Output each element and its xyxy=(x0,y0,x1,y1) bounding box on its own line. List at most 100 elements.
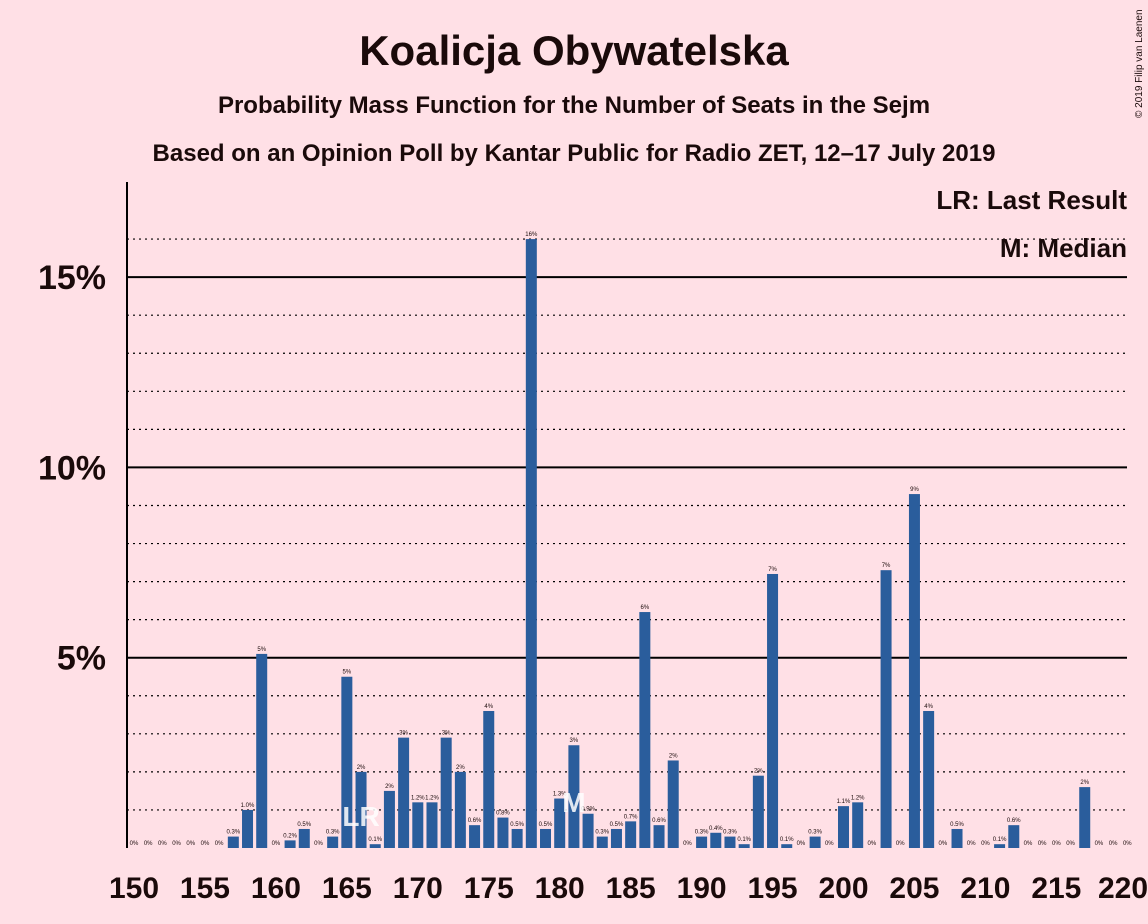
bar-seat-177 xyxy=(511,828,523,848)
bar-seat-172 xyxy=(440,737,452,848)
chart-subtitle-poll: Based on an Opinion Poll by Kantar Publi… xyxy=(153,140,996,167)
data-label-seat-219: 0% xyxy=(1109,841,1118,847)
bar-seat-184 xyxy=(610,828,622,848)
bar-seat-186 xyxy=(639,612,651,848)
bar-seat-187 xyxy=(653,825,665,848)
bar-seat-158 xyxy=(242,809,254,848)
bar-seat-191 xyxy=(710,832,722,848)
data-label-seat-156: 0% xyxy=(215,841,224,847)
data-label-seat-154: 0% xyxy=(186,841,195,847)
bar-seat-180 xyxy=(554,798,566,848)
bar-seat-211 xyxy=(994,844,1006,848)
median-marker: M xyxy=(562,787,585,818)
y-tick-label: 15% xyxy=(38,259,106,297)
data-label-seat-190: 0.3% xyxy=(695,830,709,836)
data-label-seat-186: 6% xyxy=(641,605,650,611)
data-label-seat-155: 0% xyxy=(201,841,210,847)
bar-seat-192 xyxy=(724,836,736,848)
data-label-seat-153: 0% xyxy=(172,841,181,847)
bar-seat-206 xyxy=(923,710,935,848)
bar-seat-168 xyxy=(383,790,395,848)
data-label-seat-163: 0% xyxy=(314,841,323,847)
data-label-seat-172: 3% xyxy=(442,731,451,737)
x-tick-label: 155 xyxy=(180,872,230,905)
bar-seat-164 xyxy=(327,836,339,848)
data-label-seat-158: 1.0% xyxy=(241,803,255,809)
bar-seat-181 xyxy=(568,745,580,848)
bar-seat-200 xyxy=(838,806,849,848)
bar-seat-162 xyxy=(298,828,310,848)
bars-group xyxy=(227,239,1091,849)
data-label-seat-218: 0% xyxy=(1095,841,1104,847)
data-label-seat-185: 0.7% xyxy=(624,814,638,820)
bar-seat-174 xyxy=(469,825,481,848)
data-label-seat-193: 0.1% xyxy=(737,837,751,843)
data-label-seat-204: 0% xyxy=(896,841,905,847)
data-label-seat-175: 4% xyxy=(484,704,493,710)
data-label-seat-170: 1.2% xyxy=(411,795,425,801)
data-label-seat-184: 0.5% xyxy=(610,822,624,828)
x-tick-label: 150 xyxy=(109,872,159,905)
data-label-seat-150: 0% xyxy=(130,841,139,847)
data-label-seat-206: 4% xyxy=(924,704,933,710)
bar-seat-157 xyxy=(227,836,239,848)
bar-seat-167 xyxy=(369,844,381,848)
bar-seat-169 xyxy=(398,737,410,848)
copyright-notice: © 2019 Filip van Laenen xyxy=(1134,9,1145,118)
x-tick-labels: 150 155 160 165 170 175 180 185 190 195 200 205 210 2… xyxy=(109,872,1148,905)
bar-seat-194 xyxy=(752,775,764,848)
data-label-seat-214: 0% xyxy=(1038,841,1047,847)
last-result-marker: LR xyxy=(342,801,379,832)
data-label-seat-197: 0% xyxy=(797,841,806,847)
bar-seat-188 xyxy=(667,760,679,848)
data-label-seat-183: 0.3% xyxy=(595,830,609,836)
data-label-seat-213: 0% xyxy=(1024,841,1033,847)
data-label-seat-196: 0.1% xyxy=(780,837,794,843)
data-label-seat-179: 0.5% xyxy=(539,822,553,828)
bar-seat-190 xyxy=(696,836,708,848)
data-label-seat-157: 0.3% xyxy=(226,830,240,836)
gridlines xyxy=(127,238,1127,811)
data-label-seat-189: 0% xyxy=(683,841,692,847)
data-label-seat-191: 0.4% xyxy=(709,826,723,832)
data-label-seat-178: 16% xyxy=(525,232,538,238)
data-label-seat-152: 0% xyxy=(158,841,167,847)
bar-seat-175 xyxy=(483,710,495,848)
x-tick-label: 160 xyxy=(251,872,301,905)
data-label-seat-169: 3% xyxy=(399,731,408,737)
bar-seat-161 xyxy=(284,840,296,848)
bar-seat-179 xyxy=(540,828,552,848)
bar-seat-170 xyxy=(412,802,424,848)
data-label-seat-198: 0.3% xyxy=(808,830,822,836)
y-tick-labels: 5% 10% 15% xyxy=(38,259,106,678)
bar-seat-205 xyxy=(908,494,920,848)
data-label-seat-166: 2% xyxy=(357,765,366,771)
x-tick-label: 195 xyxy=(748,872,798,905)
data-label-seat-194: 2% xyxy=(754,769,763,775)
bar-seat-173 xyxy=(454,771,466,848)
data-labels-group: 0% 0% 0% 0% 0% 0% 0%0.3%1.0%5%0%0.2%0.5%0%0.3%… xyxy=(130,232,1133,847)
x-tick-label: 185 xyxy=(606,872,656,905)
data-label-seat-159: 5% xyxy=(257,647,266,653)
bar-seat-183 xyxy=(596,836,608,848)
bar-seat-185 xyxy=(625,821,637,848)
data-label-seat-203: 7% xyxy=(882,563,891,569)
chart-title: Koalicja Obywatelska xyxy=(359,27,789,74)
markers-group: LR M xyxy=(342,787,585,832)
data-label-seat-164: 0.3% xyxy=(326,830,340,836)
data-label-seat-160: 0% xyxy=(272,841,281,847)
bar-seat-166 xyxy=(355,771,367,848)
x-tick-label: 180 xyxy=(535,872,585,905)
data-label-seat-167: 0.1% xyxy=(368,837,382,843)
data-label-seat-201: 1.2% xyxy=(851,795,865,801)
data-label-seat-215: 0% xyxy=(1052,841,1061,847)
x-tick-label: 165 xyxy=(322,872,372,905)
x-tick-label: 215 xyxy=(1031,872,1081,905)
data-label-seat-216: 0% xyxy=(1066,841,1075,847)
bar-seat-195 xyxy=(767,573,779,848)
data-label-seat-165: 5% xyxy=(343,670,352,676)
bar-seat-203 xyxy=(880,570,892,848)
data-label-seat-199: 0% xyxy=(825,841,834,847)
data-label-seat-177: 0.5% xyxy=(510,822,524,828)
